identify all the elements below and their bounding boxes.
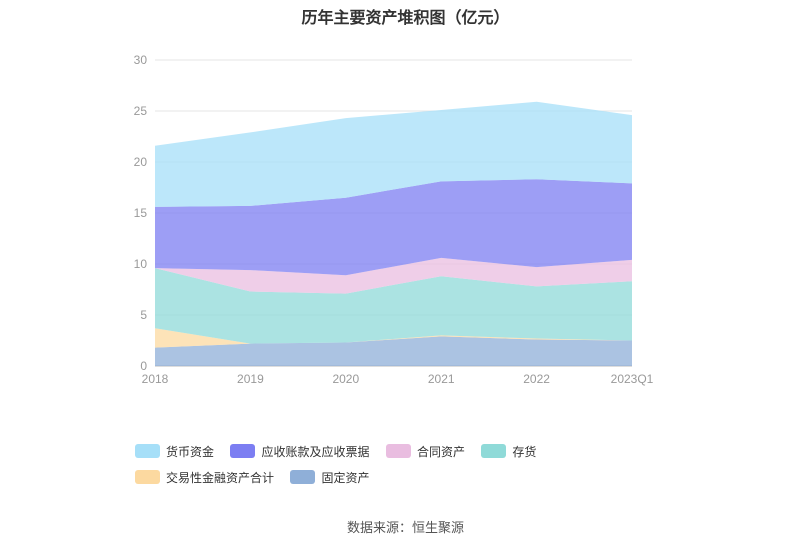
area-series-2 [155,268,632,344]
legend-item-receivables[interactable]: 应收账款及应收票据 [230,443,369,459]
y-tick-label: 20 [134,155,148,169]
legend-label: 应收账款及应收票据 [261,444,370,459]
legend-swatch [230,444,256,458]
stacked-area-chart: 0 5 10 15 20 25 30 2018 2019 2020 2021 2022 2023Q1 [134,53,654,386]
y-tick-label: 0 [140,359,147,373]
y-tick-label: 30 [134,53,148,67]
legend-item-cash[interactable]: 货币资金 [135,443,214,459]
legend-swatch [481,444,507,458]
x-tick-label: 2019 [237,372,264,386]
legend-label: 合同资产 [416,444,465,459]
area-series-0 [155,336,632,366]
legend-item-contract-assets[interactable]: 合同资产 [385,443,465,459]
legend-label: 存货 [512,444,537,459]
legend-label: 交易性金融资产合计 [166,470,275,485]
y-tick-label: 25 [134,104,148,118]
legend-item-trading-financial-assets[interactable]: 交易性金融资产合计 [135,469,274,485]
data-source: 数据来源：恒生聚源 [346,520,464,535]
legend-item-fixed-assets[interactable]: 固定资产 [290,469,369,485]
y-tick-label: 15 [134,206,148,220]
legend-swatch [135,444,160,458]
x-tick-label: 2020 [332,372,359,386]
area-series-4 [155,179,632,276]
x-tick-label: 2018 [142,372,169,386]
area-series-5 [155,101,632,207]
chart-title: 历年主要资产堆积图（亿元） [301,10,510,27]
area-series-3 [155,257,632,294]
legend-swatch [135,470,160,484]
legend: 货币资金 应收账款及应收票据 合同资产 存货 交易性金融资产合计 固定资产 [135,443,695,495]
x-tick-label: 2023Q1 [611,372,654,386]
legend-swatch [290,470,316,484]
y-tick-label: 10 [134,257,148,271]
legend-label: 货币资金 [166,444,215,459]
legend-item-inventory[interactable]: 存货 [481,443,536,459]
y-tick-label: 5 [140,308,147,322]
legend-label: 固定资产 [321,470,370,485]
legend-swatch [385,444,411,458]
x-tick-label: 2021 [428,372,455,386]
x-tick-label: 2022 [523,372,550,386]
